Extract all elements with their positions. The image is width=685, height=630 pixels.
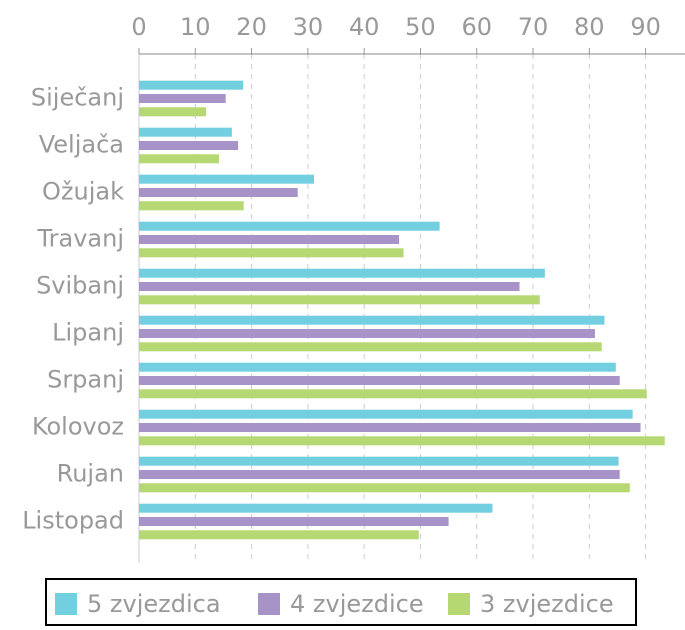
bar: [139, 423, 641, 432]
bar: [139, 188, 298, 197]
bar: [139, 221, 440, 231]
bar: [139, 329, 595, 338]
legend-label: 3 zvjezdice: [480, 590, 614, 618]
bar: [139, 483, 630, 493]
bar: [139, 282, 520, 291]
y-tick-label: Veljača: [39, 131, 124, 159]
x-tick-label: 50: [405, 13, 436, 41]
x-tick-label: 10: [180, 13, 211, 41]
y-tick-label: Listopad: [22, 507, 124, 535]
x-tick-label: 40: [349, 13, 380, 41]
x-tick-label: 30: [293, 13, 324, 41]
x-tick-label: 20: [236, 13, 267, 41]
x-tick-label: 60: [461, 13, 492, 41]
bar: [139, 295, 540, 305]
bar: [139, 201, 244, 211]
bar: [139, 268, 545, 278]
bar: [139, 456, 619, 466]
legend-label: 4 zvjezdice: [290, 590, 424, 618]
bar: [139, 80, 244, 90]
bar: [139, 376, 620, 385]
bar: [139, 362, 616, 372]
legend-swatch: [55, 593, 77, 615]
y-tick-label: Srpanj: [47, 366, 124, 394]
bar: [139, 530, 419, 540]
bar: [139, 409, 633, 419]
y-tick-label: Travanj: [37, 225, 125, 253]
y-tick-label: Svibanj: [36, 272, 124, 300]
bar: [139, 107, 206, 117]
bar: [139, 127, 232, 137]
legend-swatch: [448, 593, 470, 615]
bar: [139, 389, 647, 399]
bar: [139, 342, 602, 352]
legend-swatch: [258, 593, 280, 615]
y-tick-label: Siječanj: [31, 84, 124, 112]
x-tick-label: 80: [574, 13, 605, 41]
y-tick-label: Lipanj: [52, 319, 124, 347]
legend-label: 5 zvjezdica: [87, 590, 221, 618]
bar: [139, 470, 620, 479]
bar: [139, 503, 493, 513]
x-tick-label: 0: [131, 13, 146, 41]
legend-box: [45, 578, 637, 626]
bar: [139, 436, 665, 446]
bar: [139, 94, 226, 103]
y-tick-label: Kolovoz: [32, 413, 124, 441]
bar: [139, 315, 605, 325]
bar: [139, 517, 449, 526]
y-tick-label: Rujan: [57, 460, 124, 488]
x-tick-label: 90: [630, 13, 661, 41]
bar: [139, 174, 315, 184]
y-tick-label: Ožujak: [42, 178, 124, 206]
x-tick-label: 70: [518, 13, 549, 41]
bar: [139, 141, 239, 150]
bar: [139, 248, 404, 258]
bar: [139, 235, 400, 244]
bar: [139, 154, 219, 164]
